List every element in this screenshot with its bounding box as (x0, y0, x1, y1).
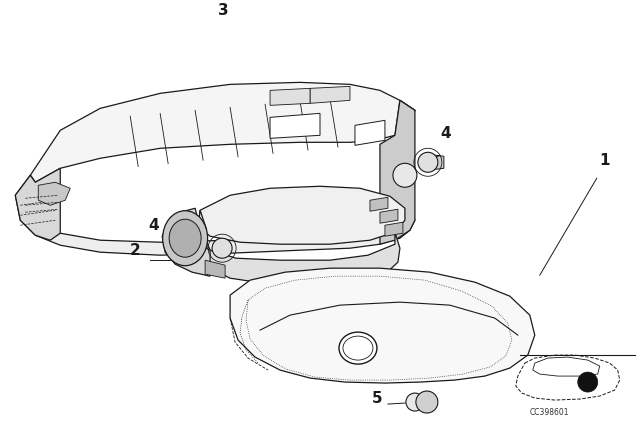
Text: 1: 1 (600, 153, 610, 168)
Text: 5: 5 (372, 391, 383, 406)
Ellipse shape (339, 332, 377, 364)
Polygon shape (355, 121, 385, 145)
Text: CC398601: CC398601 (530, 408, 570, 417)
Text: 2: 2 (130, 243, 141, 258)
Ellipse shape (169, 219, 201, 257)
Polygon shape (310, 86, 350, 103)
Text: 4: 4 (440, 126, 451, 141)
Circle shape (418, 152, 438, 172)
Polygon shape (385, 222, 403, 236)
Polygon shape (30, 82, 415, 182)
Polygon shape (516, 355, 620, 400)
Circle shape (393, 163, 417, 187)
Circle shape (416, 391, 438, 413)
Circle shape (406, 393, 424, 411)
Polygon shape (270, 113, 320, 138)
Circle shape (578, 372, 598, 392)
Polygon shape (15, 100, 415, 255)
Circle shape (212, 238, 232, 258)
Ellipse shape (163, 211, 207, 266)
Polygon shape (380, 100, 415, 244)
Polygon shape (198, 186, 405, 244)
Polygon shape (428, 154, 444, 170)
Polygon shape (270, 88, 310, 105)
Polygon shape (38, 182, 70, 205)
Polygon shape (230, 268, 535, 383)
Polygon shape (205, 260, 225, 278)
Text: 4: 4 (148, 218, 159, 233)
Polygon shape (380, 209, 398, 223)
Polygon shape (162, 208, 210, 276)
Polygon shape (532, 357, 600, 376)
Polygon shape (15, 168, 60, 240)
Polygon shape (370, 197, 388, 211)
Text: 3: 3 (218, 4, 228, 18)
Polygon shape (198, 210, 400, 285)
